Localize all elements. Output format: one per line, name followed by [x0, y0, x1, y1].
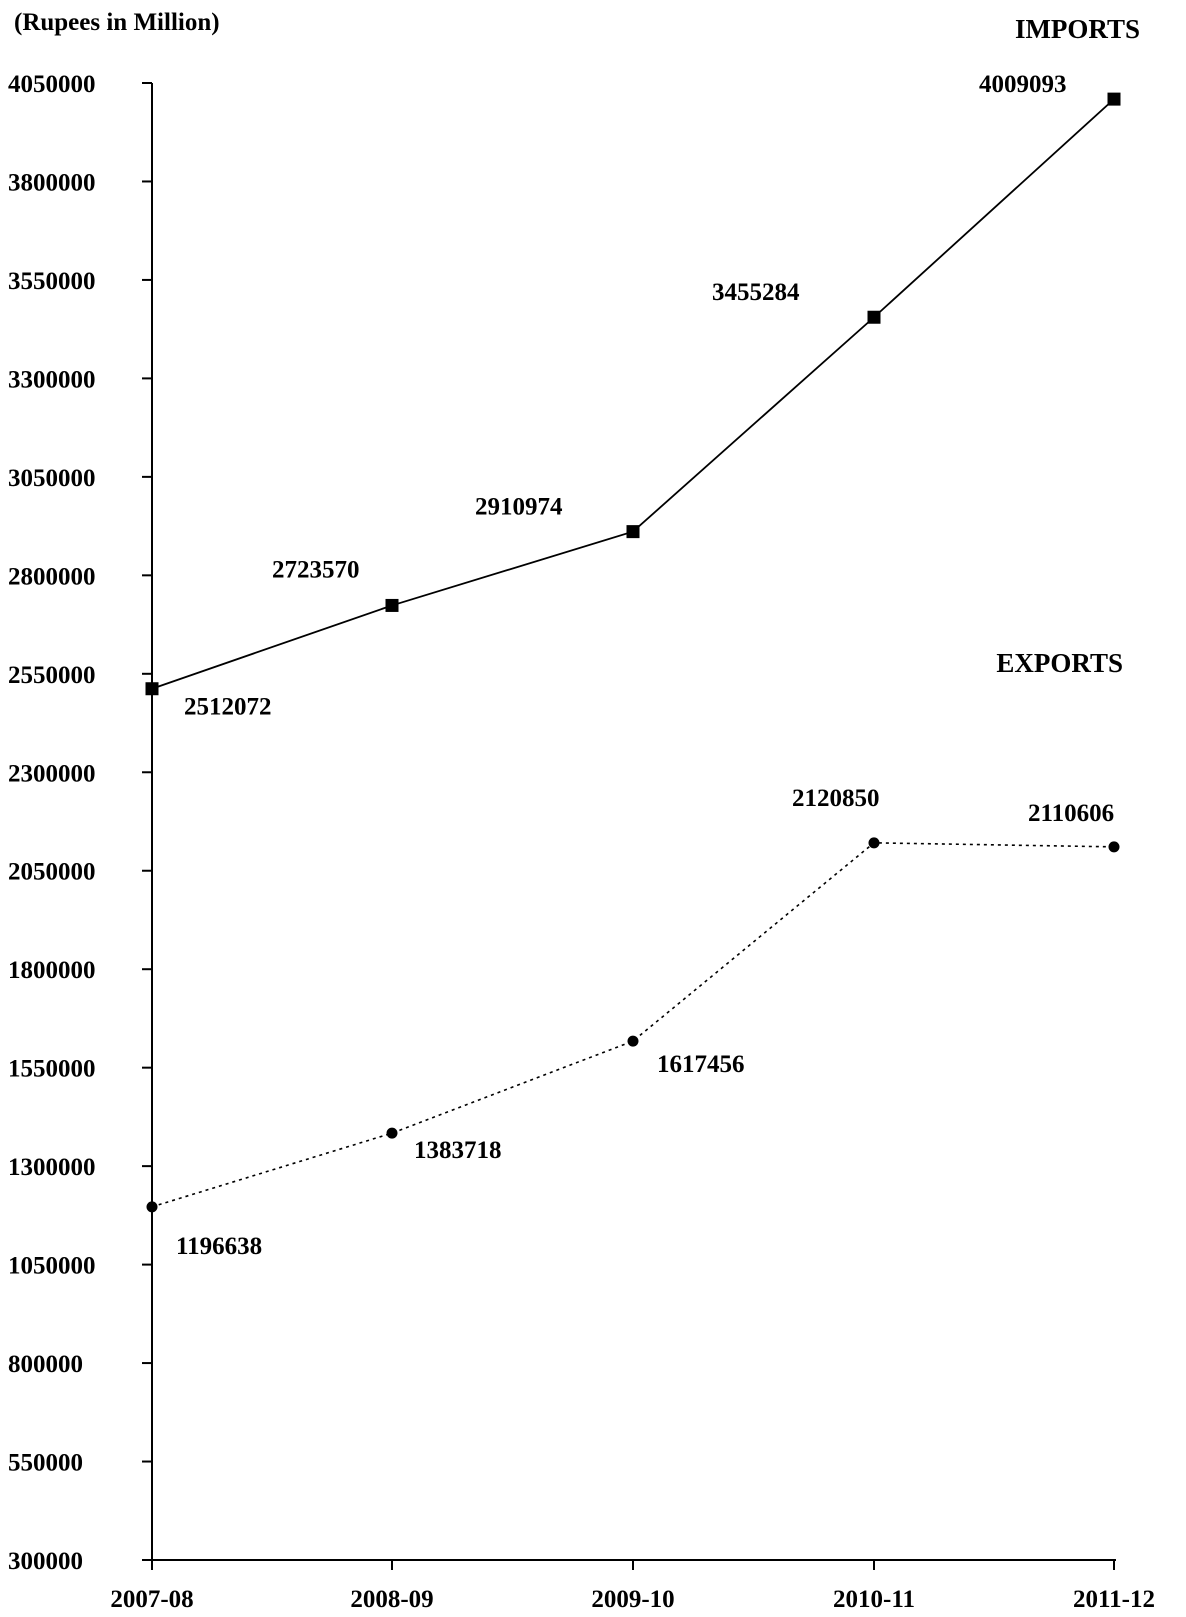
y-tick-label: 2300000 [8, 760, 96, 787]
y-tick-label: 3050000 [8, 465, 96, 492]
y-tick-label: 2050000 [8, 859, 96, 886]
y-tick-label: 3800000 [8, 169, 96, 196]
x-tick-label: 2008-09 [350, 1586, 433, 1613]
series-line-exports [151, 842, 1115, 1208]
data-point-imports [626, 525, 640, 539]
y-tick-label: 3550000 [8, 268, 96, 295]
y-tick-label: 1800000 [8, 957, 96, 984]
data-point-exports [146, 1201, 158, 1213]
series-layer [145, 92, 1121, 1213]
series-name-exports: EXPORTS [996, 648, 1123, 678]
y-tick-label: 300000 [8, 1548, 83, 1575]
y-tick-label: 4050000 [8, 71, 96, 98]
x-axis-ticks: 2007-08 2008-09 2009-10 2010-11 2011-12 [110, 1560, 1155, 1613]
data-point-imports [145, 682, 159, 696]
x-tick-label: 2011-12 [1073, 1586, 1155, 1613]
y-tick-label: 2550000 [8, 662, 96, 689]
data-labels-layer: 2512072 2723570 2910974 3455284 4009093 11966… [176, 71, 1114, 1260]
data-label-imports: 4009093 [979, 71, 1067, 98]
data-label-exports: 1196638 [176, 1233, 262, 1260]
series-line-imports [151, 98, 1115, 690]
data-point-imports [385, 598, 399, 612]
y-tick-label: 3300000 [8, 366, 96, 393]
series-name-imports: IMPORTS [1015, 14, 1140, 44]
data-label-imports: 3455284 [712, 279, 800, 306]
data-label-imports: 2512072 [184, 694, 272, 721]
data-label-imports: 2723570 [272, 556, 360, 583]
data-point-imports [867, 310, 881, 324]
y-tick-label: 2800000 [8, 563, 96, 590]
y-axis-unit-label: (Rupees in Million) [14, 9, 220, 36]
data-point-exports [868, 837, 880, 849]
data-label-exports: 2120850 [792, 785, 880, 812]
y-tick-label: 800000 [8, 1351, 83, 1378]
data-point-exports [1108, 841, 1120, 853]
x-tick-label: 2007-08 [110, 1586, 193, 1613]
y-tick-label: 1550000 [8, 1056, 96, 1083]
data-label-exports: 1383718 [414, 1137, 502, 1164]
data-label-exports: 2110606 [1028, 800, 1114, 827]
data-point-exports [627, 1035, 639, 1047]
data-label-imports: 2910974 [475, 494, 563, 521]
y-axis-ticks: 300000 550000 800000 1050000 1300000 1550000 1… [8, 71, 152, 1575]
data-point-imports [1107, 92, 1121, 106]
data-label-exports: 1617456 [657, 1051, 745, 1078]
y-tick-label: 550000 [8, 1450, 83, 1477]
y-tick-label: 1300000 [8, 1154, 96, 1181]
data-point-exports [386, 1127, 398, 1139]
x-tick-label: 2009-10 [591, 1586, 674, 1613]
y-tick-label: 1050000 [8, 1253, 96, 1280]
x-tick-label: 2010-11 [833, 1586, 915, 1613]
